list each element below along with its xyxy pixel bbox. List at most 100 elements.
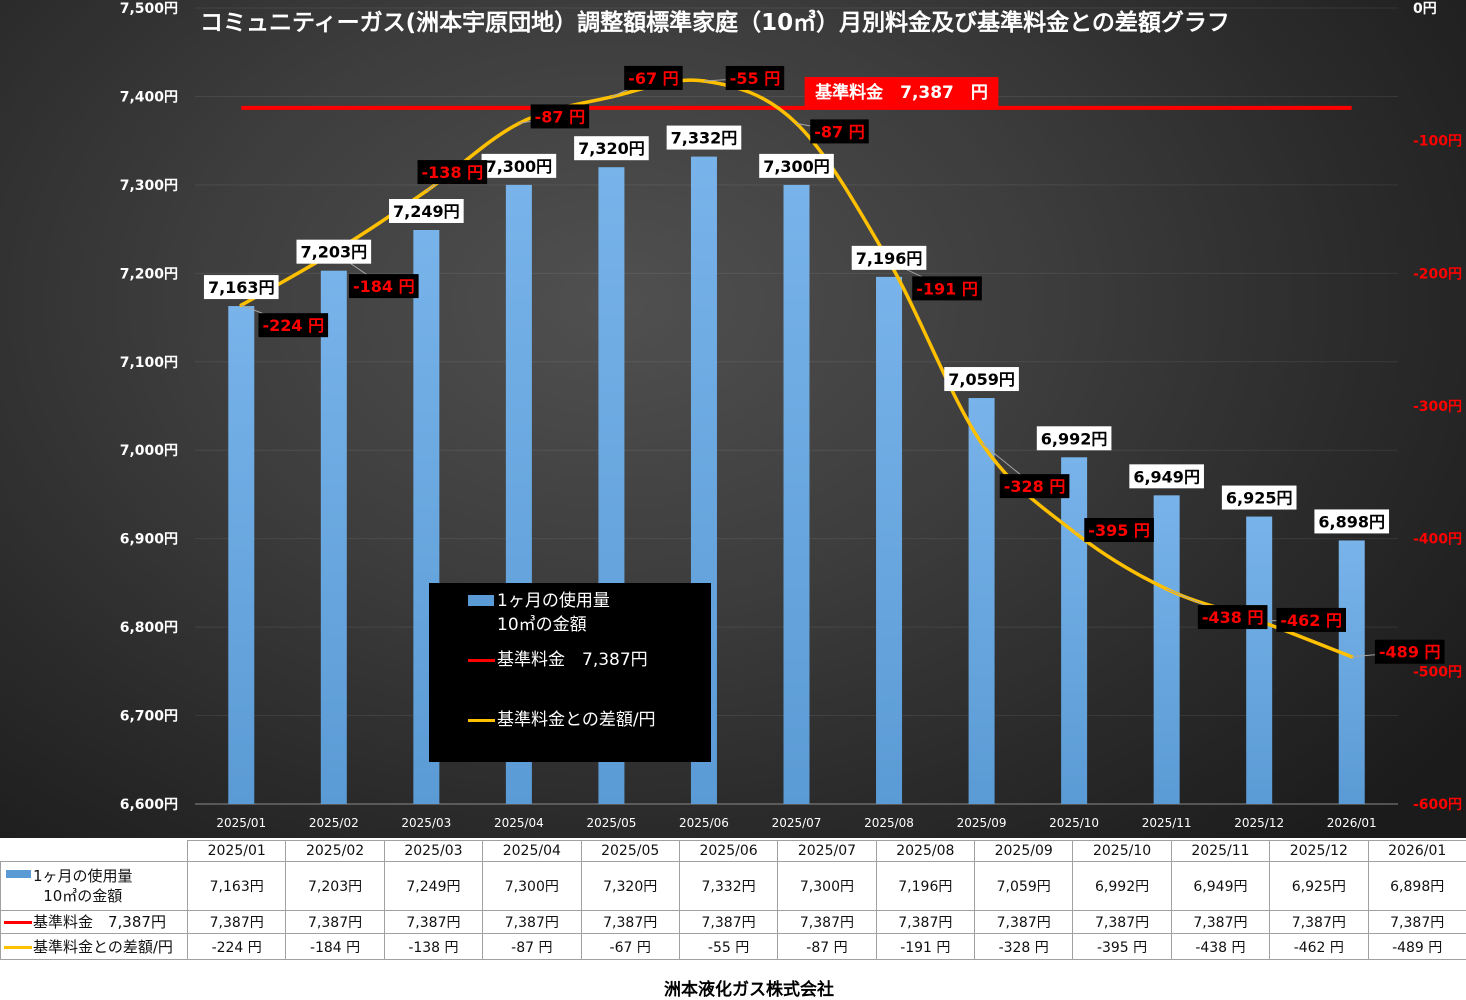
table-cell: 7,163円	[186, 861, 287, 911]
bar-value-label-2025-06-box	[666, 125, 742, 150]
table-cell: 7,249円	[383, 861, 484, 911]
bar-value-label-2025-07-box	[759, 153, 834, 178]
bar-2025-07	[783, 184, 810, 804]
difference-label-2025-02: -184 円	[348, 274, 419, 299]
difference-label-2025-09-box	[999, 474, 1070, 499]
data-table: 2025/01 2025/02 2025/03 2025/04 2025/05 2025/…	[0, 840, 1466, 960]
x-axis-tick-label: 2026/01	[1327, 816, 1377, 830]
bar-value-label-2025-06: 7,332円	[666, 125, 742, 150]
table-header-2025-05: 2025/05	[580, 840, 680, 862]
table-row-label: 1ヶ月の使用量 10㎥の金額	[0, 861, 188, 911]
difference-label-2025-12-box	[1276, 607, 1347, 632]
bar-2025-02	[320, 270, 347, 804]
right-axis-tick-label: -600円	[1413, 797, 1462, 813]
bar-2025-09	[968, 398, 995, 804]
reference-annotation-text: 基準料金 7,387 円	[814, 82, 988, 103]
left-axis-tick-label: 7,300円	[120, 178, 178, 194]
difference-label-2025-02-text: -184 円	[353, 277, 415, 296]
table-row: 基準料金との差額/円 -224 円 -184 円 -138 円 -87 円 -67 円 -5…	[0, 933, 1466, 960]
difference-label-2025-06: -55 円	[725, 65, 785, 90]
x-axis: 2025/01 2025/02 2025/03 2025/04 2025/05 2025/…	[216, 816, 1376, 830]
table-header-2025-01: 2025/01	[186, 840, 287, 862]
x-axis-tick-label: 2025/03	[401, 816, 451, 830]
bar-value-label-2025-12-box	[1221, 485, 1297, 510]
table-cell: 7,059円	[973, 861, 1074, 911]
bar-value-label-2025-12: 6,925円	[1221, 485, 1297, 510]
table-header-2026-01: 2026/01	[1367, 840, 1466, 862]
difference-label-2025-07-text: -87 円	[814, 122, 864, 141]
right-axis-tick-label: -200円	[1413, 266, 1462, 282]
table-cell: 7,332円	[678, 861, 779, 911]
table-cell: -138 円	[383, 933, 484, 960]
difference-label-2025-03: -138 円	[417, 160, 488, 185]
table-cell: 6,992円	[1072, 861, 1172, 911]
bar-value-label-2025-06-text: 7,332円	[671, 129, 738, 148]
x-axis-tick-label: 2025/06	[679, 816, 729, 830]
table-series-swatch	[4, 921, 32, 924]
difference-label-2025-10-text: -395 円	[1088, 521, 1150, 540]
difference-label-2025-11-text: -438 円	[1202, 608, 1264, 627]
table-cell: 6,925円	[1269, 861, 1369, 911]
table-row: 基準料金 7,387円 7,387円 7,387円 7,387円 7,387円 7,387…	[0, 910, 1466, 934]
difference-label-2025-04-text: -87 円	[535, 107, 585, 126]
difference-label-2025-07: -87 円	[810, 119, 869, 144]
difference-label-2025-01-text: -224 円	[262, 316, 324, 335]
difference-label-2025-07-box	[810, 119, 869, 144]
difference-labels: -224 円 -184 円 -138 円 -87 円 -67 円 -55 円 -87 円 -1…	[258, 65, 1445, 664]
table-header-2025-08: 2025/08	[875, 840, 976, 862]
difference-label-2025-05-box	[624, 65, 683, 90]
bar-value-label-2025-08: 7,196円	[851, 245, 927, 270]
table-cell: 7,387円	[1072, 910, 1172, 934]
difference-label-2025-11-box	[1197, 605, 1268, 630]
left-axis-tick-label: 7,400円	[120, 89, 178, 105]
table-cell: 7,203円	[285, 861, 385, 911]
left-axis-tick-label: 6,700円	[120, 709, 178, 725]
table-series-swatch	[6, 870, 31, 878]
bar-value-label-2025-09-text: 7,059円	[948, 370, 1015, 389]
difference-label-2025-06-text: -55 円	[730, 69, 780, 88]
table-cell: -462 円	[1269, 933, 1369, 960]
left-axis-tick-label: 7,100円	[120, 355, 178, 371]
left-axis-tick-label: 6,600円	[120, 797, 178, 813]
left-axis-tick-label: 6,900円	[120, 532, 178, 548]
table-row: 1ヶ月の使用量 10㎥の金額 7,163円 7,203円 7,249円 7,300円 7,…	[0, 861, 1466, 911]
bar-value-label-2025-11-text: 6,949円	[1133, 467, 1200, 486]
chart-title: コミュニティーガス(洲本宇原団地）調整額標準家庭（10㎥）月別料金及び基準料金と…	[200, 10, 1230, 36]
table-row-label: 基準料金 7,387円	[0, 910, 188, 934]
x-axis-tick-label: 2025/11	[1142, 816, 1192, 830]
difference-point-2025-10	[1072, 530, 1076, 534]
bar-value-label-2025-05-box	[574, 136, 649, 161]
difference-label-2025-01-box	[258, 313, 329, 338]
bar-value-label-2026-01-text: 6,898円	[1318, 512, 1385, 531]
bar-value-label-2025-10-box	[1036, 426, 1112, 451]
difference-label-2025-12: -462 円	[1276, 607, 1347, 632]
difference-label-2025-01: -224 円	[258, 313, 329, 338]
difference-label-2026-01: -489 円	[1374, 639, 1445, 664]
chart-panel: 7,500円 7,400円 7,300円 7,200円 7,100円 7,000円 6,90…	[0, 0, 1466, 838]
table-header-2025-12: 2025/12	[1269, 840, 1369, 862]
reference-annotation-box	[804, 77, 999, 106]
x-axis-tick-label: 2025/04	[494, 816, 544, 830]
bar-value-label-2026-01-box	[1314, 509, 1390, 534]
difference-label-2025-10-box	[1084, 518, 1154, 543]
table-header-2025-03: 2025/03	[383, 840, 484, 862]
table-header-row: 2025/01 2025/02 2025/03 2025/04 2025/05 2025/…	[0, 840, 1466, 862]
difference-label-2025-05: -67 円	[624, 65, 683, 90]
table-cell: 7,320円	[580, 861, 680, 911]
right-axis: 0円 -100円 -200円 -300円 -400円 -500円 -600円	[1413, 1, 1462, 813]
table-cell: 7,387円	[678, 910, 779, 934]
table-cell: 7,387円	[875, 910, 976, 934]
bar-value-label-2025-12-text: 6,925円	[1226, 489, 1293, 508]
left-axis-tick-label: 7,000円	[120, 443, 178, 459]
table-cell: 7,387円	[1269, 910, 1369, 934]
table-header-2025-09: 2025/09	[973, 840, 1074, 862]
chart-legend: 1ヶ月の使用量 10㎥の金額 基準料金 7,387円 基準料金との差額/円	[429, 583, 711, 762]
right-axis-tick-label: -500円	[1413, 664, 1462, 680]
right-axis-tick-label: -300円	[1413, 399, 1462, 415]
bar-value-label-2025-02-box	[296, 239, 372, 264]
difference-label-2025-11: -438 円	[1197, 605, 1268, 630]
table-cell: -489 円	[1367, 933, 1466, 960]
table-cell: -191 円	[875, 933, 976, 960]
bar-2025-11	[1153, 495, 1180, 804]
legend-bar-swatch	[468, 595, 494, 606]
